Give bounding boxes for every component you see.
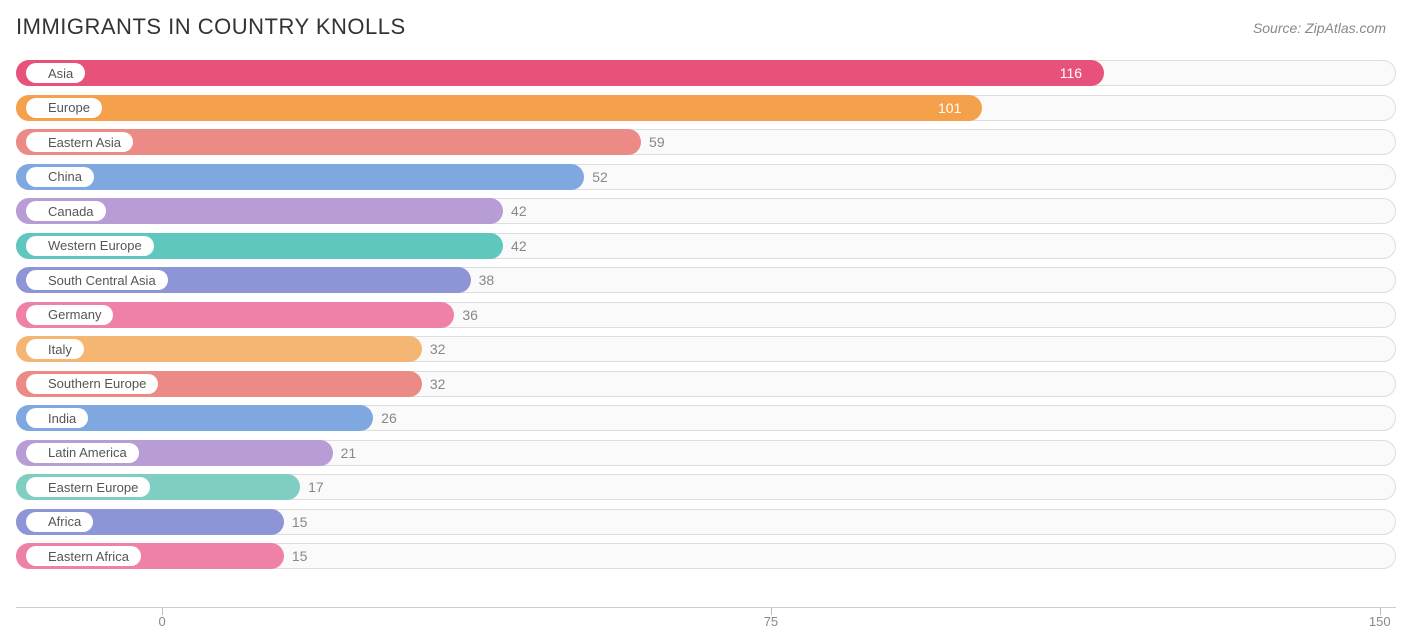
bar-value: 32: [430, 376, 446, 392]
bar-row: Canada 42: [16, 194, 1396, 229]
bar-value: 42: [511, 238, 527, 254]
bar-label-pill: Southern Europe: [26, 374, 158, 394]
bar-row: Europe 101: [16, 91, 1396, 126]
bar-label: India: [48, 411, 76, 426]
bar-row: Eastern Asia 59: [16, 125, 1396, 160]
bar-label-pill: Latin America: [26, 443, 139, 463]
x-axis: 0 75 150: [16, 607, 1396, 629]
bar-row: Asia 116: [16, 56, 1396, 91]
bar-label: Eastern Asia: [48, 135, 121, 150]
bar-label: Eastern Europe: [48, 480, 138, 495]
bar-row: Italy 32: [16, 332, 1396, 367]
bar-label: China: [48, 169, 82, 184]
chart-area: Asia 116 Europe 101 Eastern Asia 59 China 52 Can…: [16, 56, 1396, 605]
bar-label-pill: Germany: [26, 305, 113, 325]
bar-label-pill: Western Europe: [26, 236, 154, 256]
bar-label: Africa: [48, 514, 81, 529]
bar-value: 116: [1060, 65, 1082, 81]
bar-label: Western Europe: [48, 238, 142, 253]
bar-value: 42: [511, 203, 527, 219]
source-attribution: Source: ZipAtlas.com: [1253, 20, 1386, 36]
bar-label-pill: Eastern Africa: [26, 546, 141, 566]
bar-row: India 26: [16, 401, 1396, 436]
axis-tick-label: 0: [158, 614, 165, 629]
bar-label: Italy: [48, 342, 72, 357]
bar-value: 32: [430, 341, 446, 357]
bar-value: 59: [649, 134, 665, 150]
bar-value: 26: [381, 410, 397, 426]
bar-label-pill: Africa: [26, 512, 93, 532]
bar-value: 52: [592, 169, 608, 185]
bar-label-pill: Italy: [26, 339, 84, 359]
bar-label-pill: South Central Asia: [26, 270, 168, 290]
bar-row: Germany 36: [16, 298, 1396, 333]
bar-label-pill: Eastern Europe: [26, 477, 150, 497]
bar-label: Latin America: [48, 445, 127, 460]
bar-row: China 52: [16, 160, 1396, 195]
bar-value: 38: [479, 272, 495, 288]
bar-value: 15: [292, 514, 308, 530]
bar-label: Southern Europe: [48, 376, 146, 391]
bar-label-pill: India: [26, 408, 88, 428]
chart-title: IMMIGRANTS IN COUNTRY KNOLLS: [16, 14, 406, 40]
bar-label-pill: Europe: [26, 98, 102, 118]
bar-row: Eastern Africa 15: [16, 539, 1396, 574]
axis-tick-label: 150: [1369, 614, 1391, 629]
bar-value: 36: [462, 307, 478, 323]
bar-value: 15: [292, 548, 308, 564]
bar-label: Eastern Africa: [48, 549, 129, 564]
bar-row: South Central Asia 38: [16, 263, 1396, 298]
bar-label: South Central Asia: [48, 273, 156, 288]
bar-label-pill: Eastern Asia: [26, 132, 133, 152]
bar-label: Europe: [48, 100, 90, 115]
bar-row: Latin America 21: [16, 436, 1396, 471]
bar-fill: [16, 95, 982, 121]
bar-row: Western Europe 42: [16, 229, 1396, 264]
bar-value: 21: [341, 445, 357, 461]
axis-tick-label: 75: [764, 614, 778, 629]
bar-fill: [16, 60, 1104, 86]
bar-label-pill: Asia: [26, 63, 85, 83]
bar-fill: [16, 164, 584, 190]
bar-label: Germany: [48, 307, 101, 322]
bar-label: Asia: [48, 66, 73, 81]
bar-row: Africa 15: [16, 505, 1396, 540]
bar-label-pill: Canada: [26, 201, 106, 221]
bar-label: Canada: [48, 204, 94, 219]
bar-label-pill: China: [26, 167, 94, 187]
bar-value: 101: [938, 100, 961, 116]
bar-row: Eastern Europe 17: [16, 470, 1396, 505]
bar-row: Southern Europe 32: [16, 367, 1396, 402]
bar-value: 17: [308, 479, 324, 495]
